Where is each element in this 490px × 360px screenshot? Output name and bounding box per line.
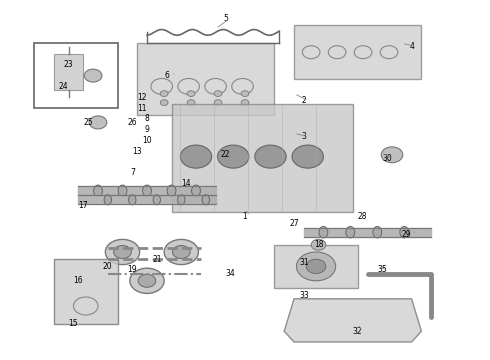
Text: 8: 8 — [145, 114, 149, 123]
Circle shape — [180, 145, 212, 168]
Ellipse shape — [346, 226, 355, 238]
Circle shape — [172, 246, 190, 258]
Polygon shape — [54, 54, 83, 90]
Ellipse shape — [400, 226, 409, 238]
Bar — [34, 43, 118, 108]
Text: 25: 25 — [83, 118, 93, 127]
Text: 26: 26 — [127, 118, 137, 127]
Text: 27: 27 — [289, 219, 299, 228]
Text: 15: 15 — [69, 320, 78, 328]
Circle shape — [105, 239, 140, 265]
Text: 23: 23 — [64, 60, 74, 69]
Text: 13: 13 — [132, 147, 142, 156]
Text: 4: 4 — [409, 42, 414, 51]
Text: 2: 2 — [301, 96, 306, 105]
Circle shape — [130, 268, 164, 293]
Text: 12: 12 — [137, 93, 147, 102]
Circle shape — [214, 91, 222, 96]
Ellipse shape — [167, 185, 176, 197]
Text: 22: 22 — [220, 150, 230, 159]
Text: 18: 18 — [314, 240, 323, 249]
Text: 34: 34 — [225, 269, 235, 278]
Circle shape — [138, 274, 156, 287]
Polygon shape — [284, 299, 421, 342]
Polygon shape — [54, 259, 118, 324]
Ellipse shape — [202, 195, 210, 205]
Text: 1: 1 — [243, 212, 247, 220]
Ellipse shape — [118, 185, 127, 197]
Circle shape — [160, 100, 168, 105]
Text: 21: 21 — [152, 255, 162, 264]
Text: 9: 9 — [145, 125, 149, 134]
Text: 29: 29 — [402, 230, 412, 239]
Circle shape — [306, 259, 326, 274]
Text: 32: 32 — [353, 327, 363, 336]
Circle shape — [187, 100, 195, 105]
Circle shape — [311, 239, 326, 250]
Polygon shape — [137, 43, 274, 115]
Text: 5: 5 — [223, 14, 228, 23]
Ellipse shape — [104, 195, 111, 205]
Text: 19: 19 — [127, 266, 137, 275]
Text: 33: 33 — [299, 291, 309, 300]
Circle shape — [255, 145, 286, 168]
Text: 11: 11 — [137, 104, 147, 113]
Text: 17: 17 — [78, 201, 88, 210]
Circle shape — [214, 100, 222, 105]
Ellipse shape — [373, 226, 382, 238]
Text: 24: 24 — [59, 82, 69, 91]
Polygon shape — [274, 245, 358, 288]
Ellipse shape — [192, 185, 200, 197]
Ellipse shape — [319, 226, 328, 238]
Circle shape — [381, 147, 403, 163]
Text: 35: 35 — [377, 266, 387, 275]
Circle shape — [160, 91, 168, 96]
Text: 28: 28 — [358, 212, 368, 220]
Circle shape — [187, 91, 195, 96]
Text: 30: 30 — [382, 154, 392, 163]
Circle shape — [114, 246, 131, 258]
Circle shape — [84, 69, 102, 82]
Text: 31: 31 — [299, 258, 309, 267]
Text: 14: 14 — [181, 179, 191, 188]
Polygon shape — [294, 25, 421, 79]
Text: 20: 20 — [103, 262, 113, 271]
Circle shape — [241, 100, 249, 105]
Text: 3: 3 — [301, 132, 306, 141]
Circle shape — [164, 239, 198, 265]
Text: 10: 10 — [142, 136, 152, 145]
Ellipse shape — [94, 185, 102, 197]
Ellipse shape — [177, 195, 185, 205]
Circle shape — [89, 116, 107, 129]
Circle shape — [296, 252, 336, 281]
Ellipse shape — [128, 195, 136, 205]
Text: 6: 6 — [164, 71, 169, 80]
Circle shape — [218, 145, 249, 168]
Polygon shape — [172, 104, 353, 212]
Ellipse shape — [153, 195, 161, 205]
Circle shape — [241, 91, 249, 96]
Text: 16: 16 — [74, 276, 83, 285]
Circle shape — [292, 145, 323, 168]
Text: 7: 7 — [130, 168, 135, 177]
Ellipse shape — [143, 185, 151, 197]
